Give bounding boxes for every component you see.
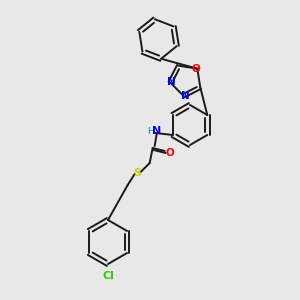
Text: Cl: Cl: [102, 271, 114, 281]
Text: N: N: [152, 127, 161, 136]
Text: O: O: [192, 64, 201, 74]
Text: O: O: [165, 148, 174, 158]
Text: N: N: [181, 91, 190, 101]
Text: H: H: [147, 127, 154, 136]
Text: N: N: [167, 76, 176, 86]
Text: S: S: [134, 168, 142, 178]
